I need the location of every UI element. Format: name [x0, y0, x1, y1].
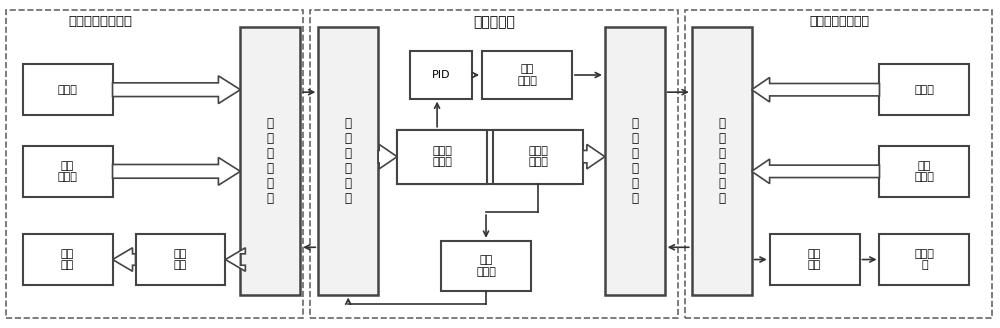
Bar — [770, 234, 860, 285]
Bar — [605, 27, 665, 295]
Bar — [879, 64, 969, 115]
Text: 电位器: 电位器 — [914, 85, 934, 95]
Text: 力矩
电机: 力矩 电机 — [61, 249, 74, 270]
Bar — [23, 146, 113, 197]
Bar — [136, 234, 225, 285]
Bar — [685, 10, 992, 318]
Bar — [310, 10, 678, 318]
Text: 第
二
无
线
模
块: 第 二 无 线 模 块 — [345, 117, 352, 205]
Polygon shape — [583, 144, 605, 169]
Bar — [493, 130, 583, 184]
Bar — [692, 27, 752, 295]
Text: 马达
驱动: 马达 驱动 — [174, 249, 187, 270]
Bar — [6, 10, 303, 318]
Text: 压力比
较模块: 压力比 较模块 — [528, 146, 548, 168]
Bar — [441, 241, 531, 291]
Bar — [318, 27, 378, 295]
Bar — [240, 27, 300, 295]
Bar — [482, 51, 572, 99]
Polygon shape — [752, 77, 879, 102]
Polygon shape — [752, 159, 879, 184]
Text: PID: PID — [432, 70, 450, 80]
Bar — [23, 234, 113, 285]
Polygon shape — [225, 248, 245, 271]
Polygon shape — [113, 157, 240, 185]
Bar — [23, 64, 113, 115]
Bar — [879, 146, 969, 197]
Text: 压力
传感器: 压力 传感器 — [914, 160, 934, 182]
Text: 从机械臂控制系统: 从机械臂控制系统 — [810, 15, 870, 29]
Polygon shape — [113, 76, 240, 104]
Text: 第
四
无
线
模
块: 第 四 无 线 模 块 — [718, 117, 725, 205]
Bar — [879, 234, 969, 285]
Bar — [410, 51, 472, 99]
Text: 第一
控制器: 第一 控制器 — [476, 255, 496, 277]
Bar — [397, 130, 487, 184]
Text: 编码器: 编码器 — [58, 85, 78, 95]
Bar — [397, 130, 577, 184]
Text: 主控制系统: 主控制系统 — [473, 15, 515, 30]
Text: 第二
控制器: 第二 控制器 — [517, 64, 537, 86]
Polygon shape — [378, 144, 397, 169]
Text: 马达
驱动: 马达 驱动 — [808, 249, 821, 270]
Text: 主机械臂控制系统: 主机械臂控制系统 — [69, 15, 133, 29]
Polygon shape — [113, 248, 136, 271]
Text: 位置比
较模块: 位置比 较模块 — [432, 146, 452, 168]
Text: 伺服电
机: 伺服电 机 — [914, 249, 934, 270]
Text: 第
一
无
线
模
块: 第 一 无 线 模 块 — [267, 117, 274, 205]
Text: 压力
传感器: 压力 传感器 — [58, 160, 78, 182]
Text: 第
三
无
线
模
块: 第 三 无 线 模 块 — [631, 117, 638, 205]
